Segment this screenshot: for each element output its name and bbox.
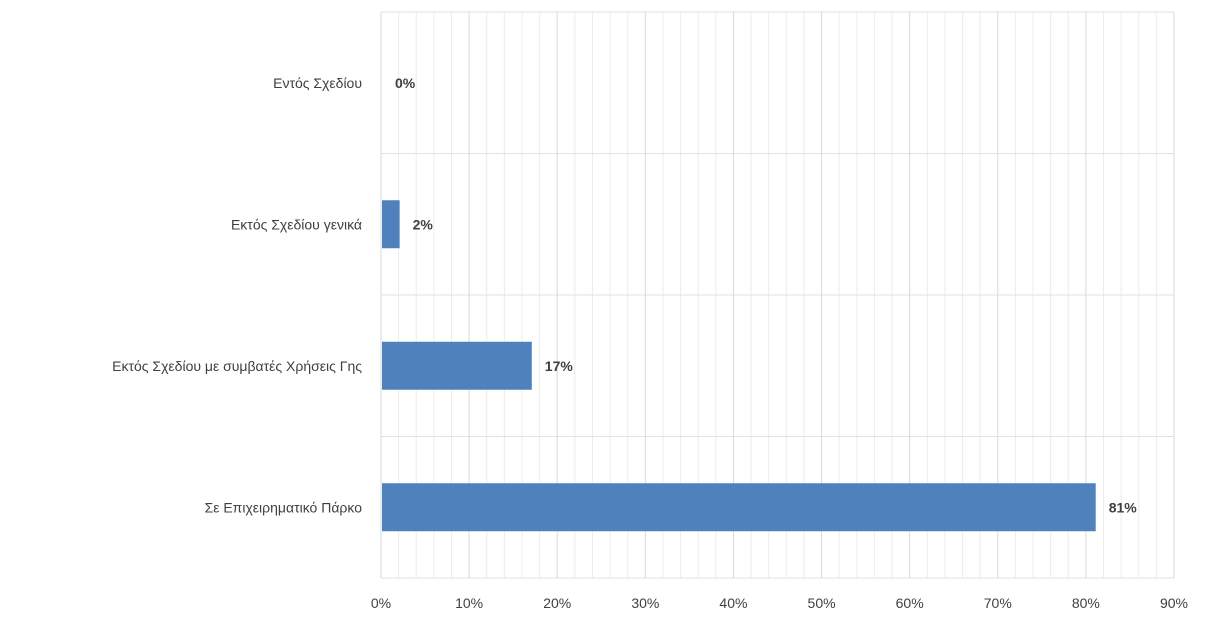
x-tick-label: 60% xyxy=(896,595,924,611)
x-tick-label: 0% xyxy=(371,595,391,611)
x-tick-label: 70% xyxy=(984,595,1012,611)
x-tick-label: 30% xyxy=(631,595,659,611)
category-label: Εκτός Σχεδίου γενικά xyxy=(231,216,362,232)
x-tick-label: 20% xyxy=(543,595,571,611)
data-label: 2% xyxy=(413,216,434,232)
x-tick-label: 10% xyxy=(455,595,483,611)
bar xyxy=(382,341,532,390)
bars xyxy=(382,200,1096,532)
bar xyxy=(382,200,400,249)
x-tick-label: 80% xyxy=(1072,595,1100,611)
x-tick-label: 40% xyxy=(719,595,747,611)
bar xyxy=(382,483,1096,532)
category-label: Σε Επιχειρηματικό Πάρκο xyxy=(205,499,363,515)
category-label: Εκτός Σχεδίου με συμβατές Χρήσεις Γης xyxy=(112,358,362,374)
data-label: 81% xyxy=(1109,499,1138,515)
data-labels: 0% 2% 17% 81% xyxy=(395,75,1137,516)
category-label: Εντός Σχεδίου xyxy=(273,75,362,91)
x-tick-label: 90% xyxy=(1160,595,1188,611)
data-label: 0% xyxy=(395,75,416,91)
data-label: 17% xyxy=(545,358,574,374)
category-labels: Εντός Σχεδίου Εκτός Σχεδίου γενικά Εκτός Σ… xyxy=(112,75,362,516)
x-tick-labels: 0% 10% 20% 30% 40% 50% 60% 70% 80% 90% xyxy=(371,595,1188,611)
x-tick-label: 50% xyxy=(808,595,836,611)
